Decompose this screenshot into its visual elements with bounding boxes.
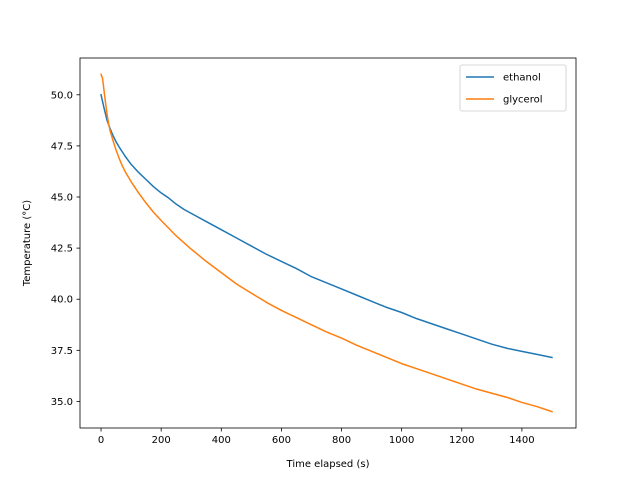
x-tick-label: 1200	[449, 435, 474, 446]
series-line-ethanol	[100, 93, 553, 359]
y-tick-label: 47.5	[51, 141, 73, 152]
x-axis-label: Time elapsed (s)	[286, 459, 370, 470]
y-tick-label: 50.0	[51, 90, 73, 101]
x-tick-label: 0	[98, 435, 104, 446]
legend: ethanol glycerol	[459, 64, 567, 112]
axes-frame	[79, 57, 577, 429]
series-layer	[100, 73, 553, 413]
y-tick-label: 35.0	[51, 397, 73, 408]
y-tick-label: 40.0	[51, 295, 73, 306]
x-tick-label: 1400	[509, 435, 534, 446]
x-tick-label: 200	[152, 435, 171, 446]
x-tick-label: 400	[212, 435, 231, 446]
legend-label-ethanol: ethanol	[503, 73, 541, 84]
y-tick-label: 37.5	[51, 346, 73, 357]
x-tick-label: 800	[332, 435, 351, 446]
y-tick-label: 42.5	[51, 244, 73, 255]
plot-area	[80, 58, 576, 428]
x-tick-label: 600	[272, 435, 291, 446]
y-axis-label: Temperature (°C)	[22, 200, 33, 287]
axes-layer: 0 200 400 600 800 1000 1200 1400 35.0 37.5 40.0 42.…	[51, 57, 577, 446]
y-tick-label: 45.0	[51, 193, 73, 204]
legend-label-glycerol: glycerol	[503, 95, 542, 106]
series-line-glycerol	[100, 73, 553, 413]
x-tick-label: 1000	[389, 435, 414, 446]
